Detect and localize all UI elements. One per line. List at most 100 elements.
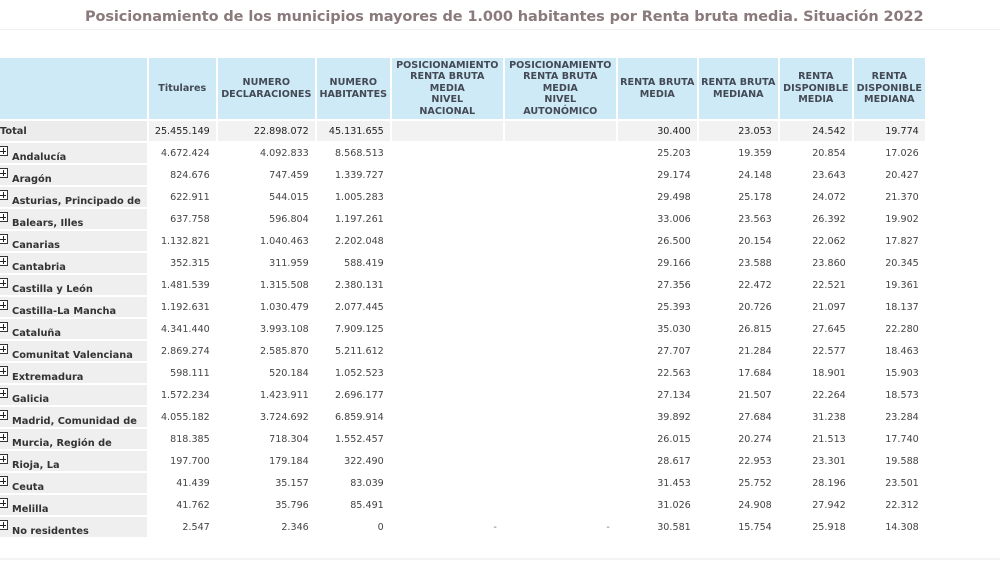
cell-rb-media: 27.356 — [657, 279, 691, 291]
row-label: Murcia, Región de — [12, 438, 112, 449]
cell-rd-mediana: 19.588 — [885, 455, 919, 467]
expand-plus-icon[interactable] — [0, 300, 8, 310]
cell-rd-media: 26.392 — [812, 213, 846, 225]
expand-plus-icon[interactable] — [0, 498, 8, 508]
page-title: Posicionamiento de los municipios mayore… — [85, 9, 924, 25]
cell-declaraciones: 1.030.479 — [259, 301, 309, 313]
row-label-cell: Ceuta — [0, 473, 147, 493]
expand-plus-icon[interactable] — [0, 322, 8, 332]
table-row: Andalucía 4.672.424 4.092.833 8.568.513 25.2… — [0, 143, 925, 163]
row-label-cell: Balears, Illes — [0, 209, 147, 229]
cell-rb-media: 39.892 — [657, 411, 691, 423]
header-declaraciones[interactable]: NUMERO DECLARACIONES — [217, 58, 315, 119]
cell-rd-mediana: 22.280 — [885, 323, 919, 335]
expand-plus-icon[interactable] — [0, 278, 8, 288]
row-label: Asturias, Principado de — [12, 196, 141, 207]
cell-pos-nacional — [392, 341, 503, 361]
expand-plus-icon[interactable] — [0, 256, 8, 266]
cell-declaraciones: 2.585.870 — [259, 345, 309, 357]
cell-pos-autonomico — [505, 385, 616, 405]
cell-rb-mediana: 23.588 — [738, 257, 772, 269]
table-row: No residentes 2.547 2.346 0 - - 30.581 15.754 25… — [0, 517, 925, 537]
row-label-cell: Cantabria — [0, 253, 147, 273]
cell-rb-mediana: 25.752 — [738, 477, 772, 489]
cell-habitantes: 1.552.457 — [334, 433, 384, 445]
cell-pos-autonomico — [505, 451, 616, 471]
cell-titulares: 41.439 — [176, 477, 210, 489]
cell-rd-mediana: 21.370 — [885, 191, 919, 203]
cell-declaraciones: 1.423.911 — [259, 389, 309, 401]
cell-titulares: 197.700 — [170, 455, 210, 467]
cell-rd-media: 23.860 — [812, 257, 846, 269]
cell-rb-mediana: 25.178 — [738, 191, 772, 203]
expand-plus-icon[interactable] — [0, 344, 8, 354]
cell-habitantes: 2.202.048 — [334, 235, 384, 247]
cell-pos-autonomico — [505, 187, 616, 207]
cell-rb-mediana: 24.148 — [738, 169, 772, 181]
cell-pos-nacional — [392, 187, 503, 207]
row-label: Cataluña — [12, 328, 62, 339]
cell-declaraciones: 179.184 — [269, 455, 309, 467]
cell-pos-nacional — [392, 209, 503, 229]
cell-rd-media: 22.264 — [812, 389, 846, 401]
cell-habitantes: 1.052.523 — [334, 367, 384, 379]
cell-pos-nacional — [392, 253, 503, 273]
cell-rb-mediana: 23.053 — [698, 121, 778, 141]
row-label-cell: Canarias — [0, 231, 147, 251]
row-label-cell: Andalucía — [0, 143, 147, 163]
row-label: Balears, Illes — [12, 218, 84, 229]
cell-rb-media: 30.581 — [657, 521, 691, 533]
cell-titulares: 1.481.539 — [160, 279, 210, 291]
cell-declaraciones: 1.040.463 — [259, 235, 309, 247]
cell-rd-media: 18.901 — [812, 367, 846, 379]
cell-titulares: 637.758 — [170, 213, 210, 225]
expand-plus-icon[interactable] — [0, 432, 8, 442]
row-label-cell: Extremadura — [0, 363, 147, 383]
header-pos-nacional[interactable]: POSICIONAMIENTO RENTA BRUTA MEDIA NIVEL NACI… — [391, 58, 503, 119]
header-pos-autonomico[interactable]: POSICIONAMIENTO RENTA BRUTA MEDIA NIVEL AUTO… — [504, 58, 616, 119]
cell-rd-mediana: 19.361 — [885, 279, 919, 291]
cell-rb-media: 29.166 — [657, 257, 691, 269]
row-label-cell: Murcia, Región de — [0, 429, 147, 449]
table-row: Extremadura 598.111 520.184 1.052.523 22.563… — [0, 363, 925, 383]
expand-plus-icon[interactable] — [0, 520, 8, 530]
header-rb-mediana[interactable]: RENTA BRUTA MEDIANA — [698, 58, 778, 119]
cell-pos-nacional — [392, 275, 503, 295]
row-label: Canarias — [12, 240, 61, 251]
row-label-cell: Cataluña — [0, 319, 147, 339]
cell-rd-mediana: 19.902 — [885, 213, 919, 225]
cell-titulares: 2.869.274 — [160, 345, 210, 357]
row-label: Ceuta — [12, 482, 45, 493]
cell-rb-mediana: 26.815 — [738, 323, 772, 335]
expand-plus-icon[interactable] — [0, 190, 8, 200]
header-rb-media[interactable]: RENTA BRUTA MEDIA — [617, 58, 697, 119]
expand-plus-icon[interactable] — [0, 366, 8, 376]
header-habitantes[interactable]: NUMERO HABITANTES — [316, 58, 390, 119]
title-divider — [0, 29, 1000, 30]
row-label: Rioja, La — [12, 460, 60, 471]
row-label-cell: Comunitat Valenciana — [0, 341, 147, 361]
expand-plus-icon[interactable] — [0, 212, 8, 222]
cell-pos-nacional — [392, 143, 503, 163]
cell-titulares: 598.111 — [170, 367, 210, 379]
expand-plus-icon[interactable] — [0, 168, 8, 178]
header-rd-mediana[interactable]: RENTA DISPONIBLE MEDIANA — [853, 58, 925, 119]
expand-plus-icon[interactable] — [0, 410, 8, 420]
cell-rd-mediana: 17.026 — [885, 147, 919, 159]
header-titulares[interactable]: Titulares — [148, 58, 216, 119]
expand-plus-icon[interactable] — [0, 388, 8, 398]
table-row: Asturias, Principado de 622.911 544.015 1.0… — [0, 187, 925, 207]
expand-plus-icon[interactable] — [0, 476, 8, 486]
row-label-cell: Galicia — [0, 385, 147, 405]
cell-pos-nacional — [391, 121, 503, 141]
cell-habitantes: 5.211.612 — [334, 345, 384, 357]
expand-plus-icon[interactable] — [0, 454, 8, 464]
cell-habitantes: 2.077.445 — [334, 301, 384, 313]
expand-plus-icon[interactable] — [0, 146, 8, 156]
cell-titulares: 4.341.440 — [160, 323, 210, 335]
header-rd-media[interactable]: RENTA DISPONIBLE MEDIA — [779, 58, 852, 119]
row-label: Comunitat Valenciana — [12, 350, 133, 361]
cell-titulares: 1.192.631 — [160, 301, 210, 313]
expand-plus-icon[interactable] — [0, 234, 8, 244]
row-label: Andalucía — [12, 152, 67, 163]
